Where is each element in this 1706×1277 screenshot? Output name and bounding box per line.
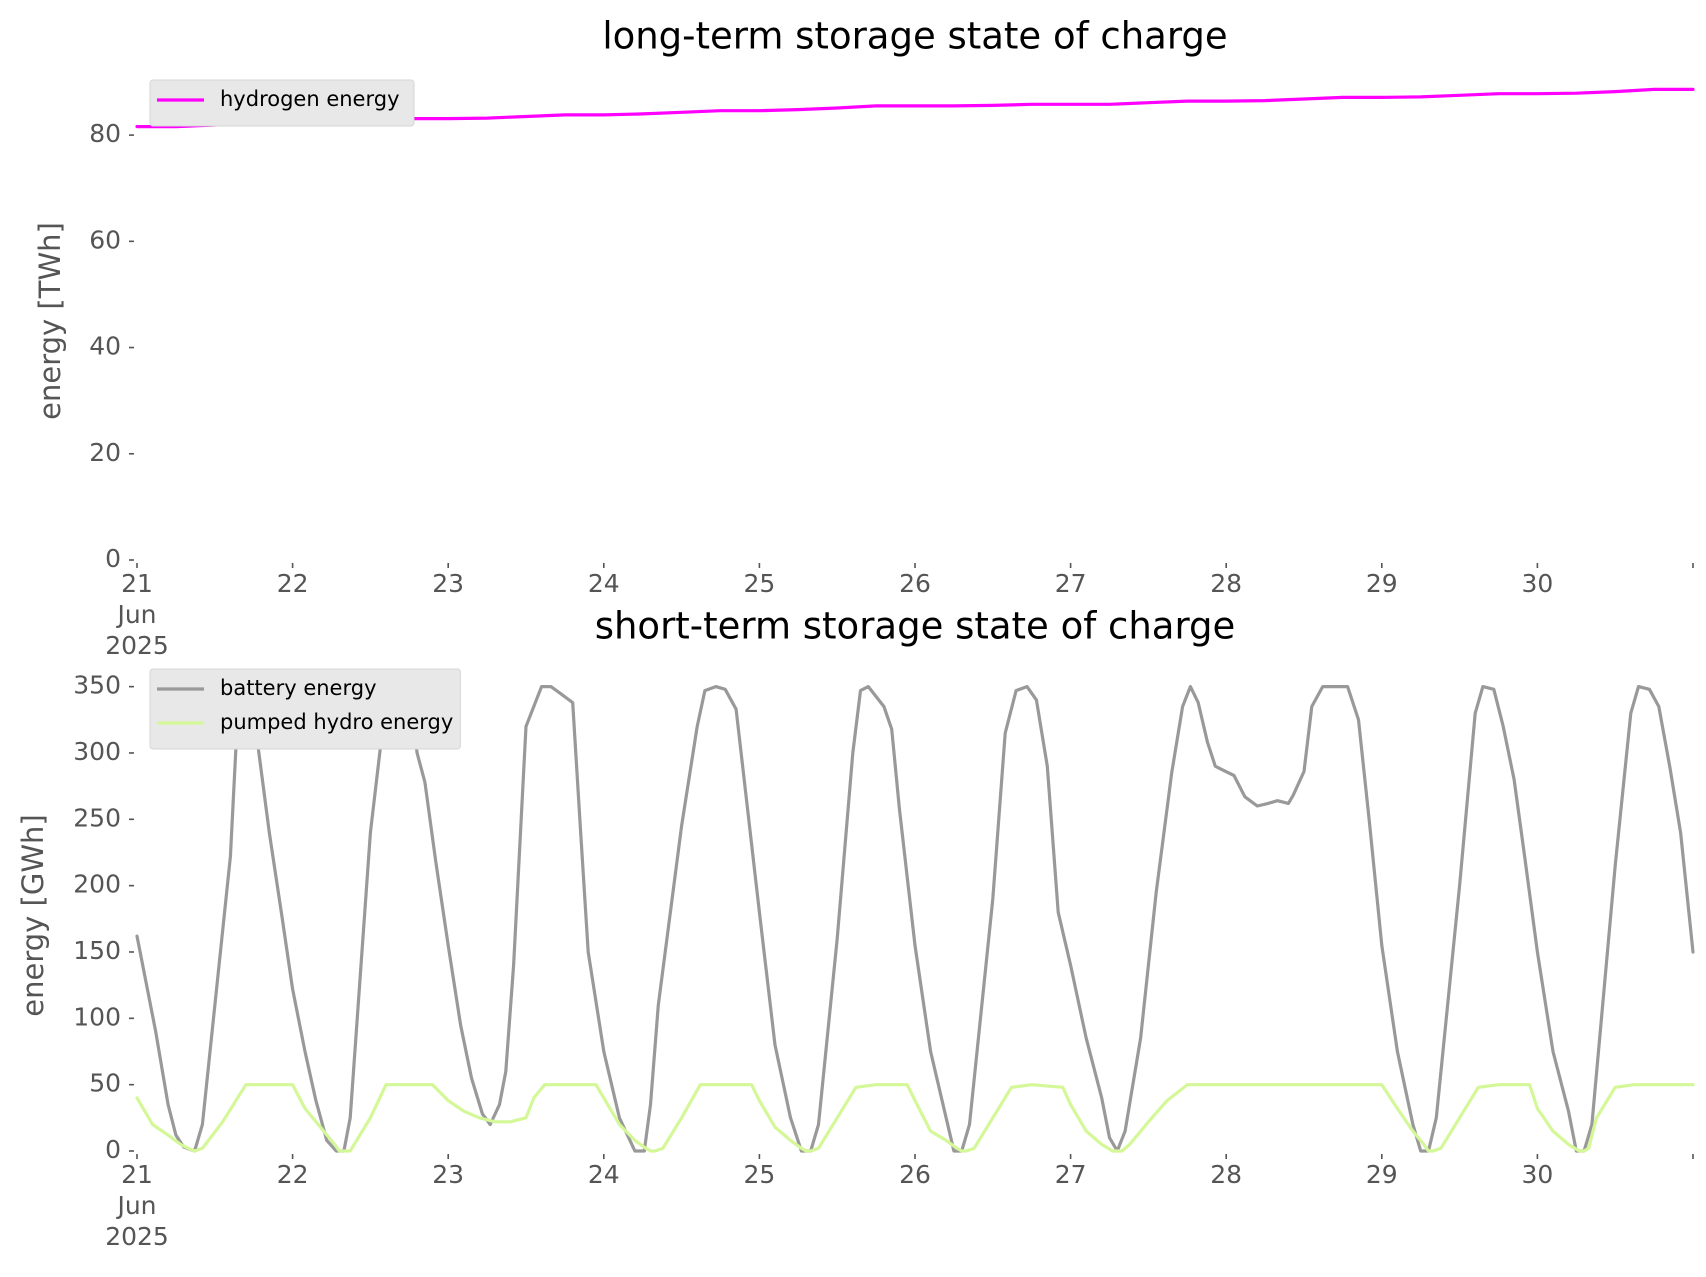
x-tick-label: 22 (277, 569, 309, 598)
y-tick-label: 150 (73, 936, 121, 965)
series-line-battery-energy (135, 684, 1695, 1153)
x-tick-label: 22 (277, 1160, 309, 1189)
y-tick-label: 80 (89, 119, 121, 148)
legend-label: battery energy (220, 676, 377, 700)
x-tick-label: 28 (1210, 1160, 1242, 1189)
y-tick-label: 50 (89, 1069, 121, 1098)
legend-box (149, 79, 415, 127)
y-tick-label: 250 (73, 803, 121, 832)
x-tick-label: 21 Jun 2025 (105, 1160, 169, 1251)
x-tick-label: 25 (743, 1160, 775, 1189)
y-axis-label: energy [TWh] (33, 222, 67, 420)
series-line-pumped-hydro-energy (135, 1083, 1695, 1153)
chart-title: short-term storage state of charge (595, 605, 1236, 648)
chart-panel-2: short-term storage state of charge energy… (16, 605, 1695, 1251)
y-axis-label: energy [GWh] (16, 814, 50, 1016)
x-tick-label: 27 (1055, 569, 1087, 598)
y-tick-label: 0 (105, 544, 121, 573)
x-tick-label: 29 (1366, 1160, 1398, 1189)
x-tick-label: 30 (1521, 569, 1553, 598)
x-tick-label: 29 (1366, 569, 1398, 598)
y-tick-label: 100 (73, 1002, 121, 1031)
y-tick-label: 40 (89, 332, 121, 361)
x-tick-label: 27 (1055, 1160, 1087, 1189)
y-tick-label: 20 (89, 438, 121, 467)
x-tick-label: 21 Jun 2025 (105, 569, 169, 660)
y-tick-label: 350 (73, 671, 121, 700)
x-tick-label: 28 (1210, 569, 1242, 598)
x-tick-label: 26 (899, 1160, 931, 1189)
x-tick-label: 25 (743, 569, 775, 598)
y-tick-label: 200 (73, 870, 121, 899)
x-tick-label: 23 (432, 569, 464, 598)
legend-box (149, 668, 461, 750)
x-tick-label: 30 (1521, 1160, 1553, 1189)
legend-label: hydrogen energy (220, 87, 400, 111)
chart-title: long-term storage state of charge (602, 15, 1227, 58)
x-tick-label: 23 (432, 1160, 464, 1189)
y-tick-label: 0 (105, 1135, 121, 1164)
y-tick-label: 300 (73, 737, 121, 766)
y-tick-label: 60 (89, 225, 121, 254)
x-tick-label: 24 (588, 1160, 620, 1189)
legend-label: pumped hydro energy (220, 710, 453, 734)
x-tick-label: 24 (588, 569, 620, 598)
legend: battery energy pumped hydro energy (149, 668, 461, 750)
chart-panel-1: long-term storage state of charge energy … (33, 15, 1695, 660)
x-tick-label: 26 (899, 569, 931, 598)
legend: hydrogen energy (149, 79, 415, 127)
